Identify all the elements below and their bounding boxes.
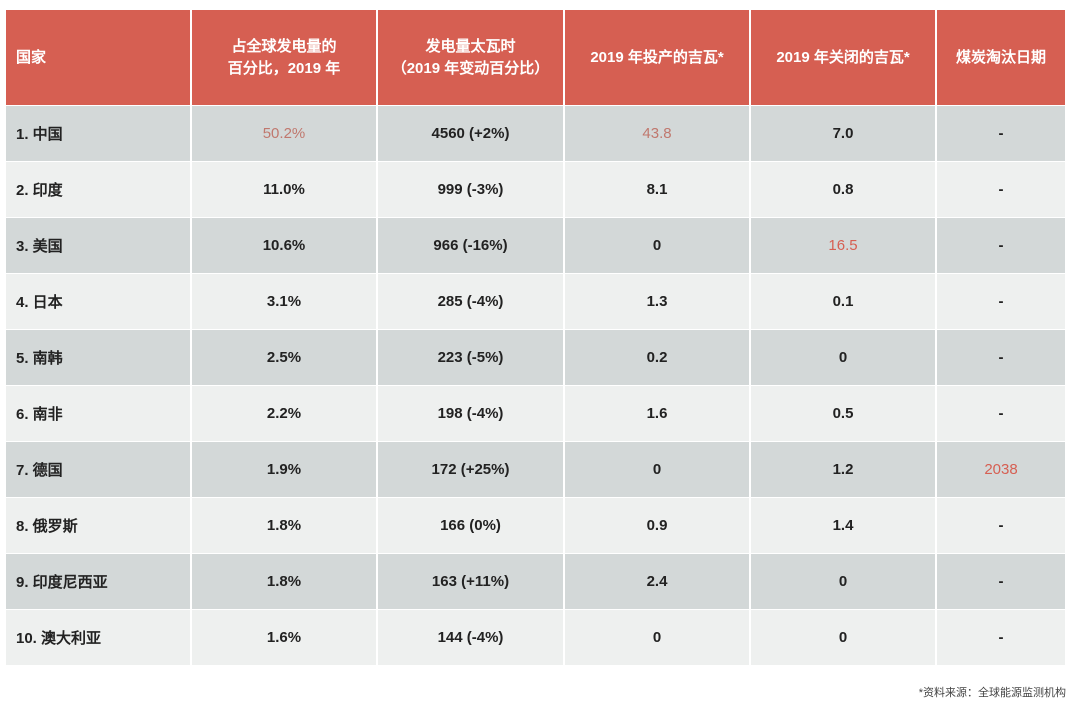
cell-gw-closed: 1.4	[751, 498, 937, 554]
cell-country: 7. 德国	[6, 442, 192, 498]
cell-share: 11.0%	[192, 162, 378, 218]
cell-country: 2. 印度	[6, 162, 192, 218]
cell-gw-closed: 0.8	[751, 162, 937, 218]
cell-country: 4. 日本	[6, 274, 192, 330]
cell-country: 6. 南非	[6, 386, 192, 442]
cell-gw-added: 0.9	[565, 498, 751, 554]
table-row: 6. 南非 2.2% 198 (-4%) 1.6 0.5 -	[6, 386, 1065, 442]
cell-phaseout: -	[937, 610, 1065, 666]
cell-gw-closed: 16.5	[751, 218, 937, 274]
coal-power-table: 国家 占全球发电量的 百分比，2019 年 发电量太瓦时 （2019 年变动百分…	[6, 10, 1065, 666]
header-gw-added: 2019 年投产的吉瓦*	[565, 10, 751, 106]
cell-gw-added: 0	[565, 610, 751, 666]
cell-twh: 999 (-3%)	[378, 162, 565, 218]
cell-twh: 163 (+11%)	[378, 554, 565, 610]
cell-gw-closed: 7.0	[751, 106, 937, 162]
cell-phaseout: 2038	[937, 442, 1065, 498]
header-label: 2019 年投产的吉瓦*	[590, 48, 724, 66]
cell-twh: 144 (-4%)	[378, 610, 565, 666]
cell-twh: 966 (-16%)	[378, 218, 565, 274]
header-country: 国家	[6, 10, 192, 106]
cell-phaseout: -	[937, 218, 1065, 274]
cell-gw-added: 1.6	[565, 386, 751, 442]
cell-share: 10.6%	[192, 218, 378, 274]
cell-share: 1.8%	[192, 554, 378, 610]
table-row: 8. 俄罗斯 1.8% 166 (0%) 0.9 1.4 -	[6, 498, 1065, 554]
cell-phaseout: -	[937, 106, 1065, 162]
cell-gw-added: 0	[565, 442, 751, 498]
table-row: 2. 印度 11.0% 999 (-3%) 8.1 0.8 -	[6, 162, 1065, 218]
cell-twh: 4560 (+2%)	[378, 106, 565, 162]
cell-gw-added: 8.1	[565, 162, 751, 218]
cell-gw-added: 43.8	[565, 106, 751, 162]
cell-share: 50.2%	[192, 106, 378, 162]
cell-gw-closed: 0	[751, 610, 937, 666]
cell-share: 1.9%	[192, 442, 378, 498]
cell-share: 2.2%	[192, 386, 378, 442]
header-label: 占全球发电量的 百分比，2019 年	[227, 37, 341, 77]
cell-country: 8. 俄罗斯	[6, 498, 192, 554]
header-label: 国家	[16, 48, 47, 66]
header-twh: 发电量太瓦时 （2019 年变动百分比）	[378, 10, 565, 106]
header-label: 发电量太瓦时 （2019 年变动百分比）	[391, 37, 550, 77]
cell-gw-added: 2.4	[565, 554, 751, 610]
table-row: 1. 中国 50.2% 4560 (+2%) 43.8 7.0 -	[6, 106, 1065, 162]
table-row: 10. 澳大利亚 1.6% 144 (-4%) 0 0 -	[6, 610, 1065, 666]
cell-twh: 285 (-4%)	[378, 274, 565, 330]
cell-share: 1.8%	[192, 498, 378, 554]
cell-gw-added: 0.2	[565, 330, 751, 386]
cell-twh: 198 (-4%)	[378, 386, 565, 442]
cell-phaseout: -	[937, 386, 1065, 442]
header-gw-closed: 2019 年关闭的吉瓦*	[751, 10, 937, 106]
cell-gw-closed: 1.2	[751, 442, 937, 498]
cell-twh: 166 (0%)	[378, 498, 565, 554]
table-row: 7. 德国 1.9% 172 (+25%) 0 1.2 2038	[6, 442, 1065, 498]
cell-gw-closed: 0.5	[751, 386, 937, 442]
cell-phaseout: -	[937, 498, 1065, 554]
cell-share: 3.1%	[192, 274, 378, 330]
cell-country: 9. 印度尼西亚	[6, 554, 192, 610]
cell-phaseout: -	[937, 330, 1065, 386]
source-footnote: *资料来源：全球能源监测机构	[918, 687, 1066, 699]
cell-gw-closed: 0.1	[751, 274, 937, 330]
cell-phaseout: -	[937, 162, 1065, 218]
table-row: 5. 南韩 2.5% 223 (-5%) 0.2 0 -	[6, 330, 1065, 386]
header-label: 2019 年关闭的吉瓦*	[776, 48, 910, 66]
table-header-row: 国家 占全球发电量的 百分比，2019 年 发电量太瓦时 （2019 年变动百分…	[6, 10, 1065, 106]
cell-gw-closed: 0	[751, 554, 937, 610]
cell-share: 2.5%	[192, 330, 378, 386]
cell-country: 3. 美国	[6, 218, 192, 274]
cell-twh: 172 (+25%)	[378, 442, 565, 498]
cell-country: 1. 中国	[6, 106, 192, 162]
cell-gw-added: 1.3	[565, 274, 751, 330]
cell-gw-added: 0	[565, 218, 751, 274]
table-row: 9. 印度尼西亚 1.8% 163 (+11%) 2.4 0 -	[6, 554, 1065, 610]
cell-twh: 223 (-5%)	[378, 330, 565, 386]
table-row: 4. 日本 3.1% 285 (-4%) 1.3 0.1 -	[6, 274, 1065, 330]
cell-phaseout: -	[937, 554, 1065, 610]
header-phaseout: 煤炭淘汰日期	[937, 10, 1065, 106]
cell-share: 1.6%	[192, 610, 378, 666]
cell-country: 10. 澳大利亚	[6, 610, 192, 666]
cell-country: 5. 南韩	[6, 330, 192, 386]
header-share: 占全球发电量的 百分比，2019 年	[192, 10, 378, 106]
table-row: 3. 美国 10.6% 966 (-16%) 0 16.5 -	[6, 218, 1065, 274]
cell-phaseout: -	[937, 274, 1065, 330]
cell-gw-closed: 0	[751, 330, 937, 386]
header-label: 煤炭淘汰日期	[955, 48, 1046, 66]
